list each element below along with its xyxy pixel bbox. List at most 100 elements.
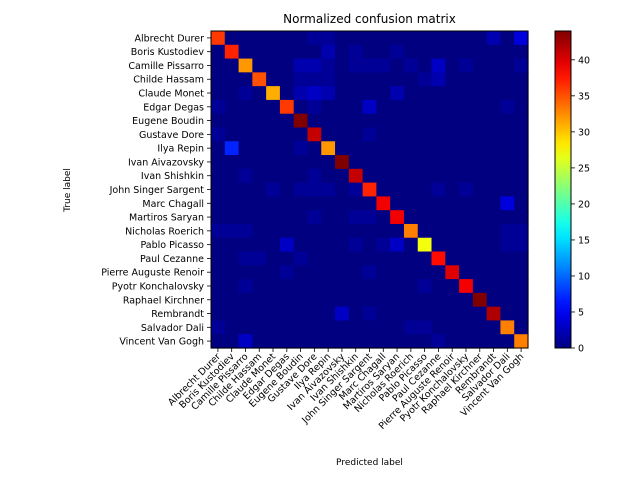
- y-tick-label: Edgar Degas: [143, 102, 204, 113]
- heatmap-cell: [279, 306, 295, 322]
- heatmap-cell: [403, 113, 419, 129]
- colorbar-tick-label: 35: [578, 91, 590, 102]
- heatmap-cell: [459, 31, 474, 46]
- heatmap-cell: [335, 306, 350, 322]
- y-tick-label: Albrecht Durer: [135, 33, 205, 44]
- heatmap-cell: [417, 196, 433, 211]
- heatmap-cell: [500, 334, 515, 349]
- heatmap-cell: [431, 334, 446, 349]
- heatmap-cell: [279, 265, 295, 280]
- heatmap-cell: [211, 279, 226, 294]
- heatmap-cell: [266, 265, 281, 280]
- heatmap-cell: [459, 141, 474, 156]
- heatmap-cell: [472, 334, 488, 349]
- heatmap-cell: [307, 196, 322, 211]
- heatmap-cell: [472, 306, 488, 322]
- heatmap-cell: [486, 210, 502, 225]
- heatmap-cell: [417, 223, 433, 239]
- heatmap-cell: [238, 292, 253, 308]
- heatmap-cell: [335, 58, 350, 73]
- heatmap-cell: [279, 196, 295, 211]
- heatmap-cell: [514, 99, 529, 115]
- heatmap-cell: [445, 141, 460, 156]
- heatmap-cell: [390, 196, 405, 211]
- heatmap-cell: [335, 210, 350, 225]
- heatmap-cell: [238, 141, 253, 156]
- heatmap-cell: [514, 127, 529, 142]
- heatmap-cell: [321, 141, 336, 156]
- heatmap-cell: [211, 265, 226, 280]
- heatmap-cell: [279, 334, 295, 349]
- heatmap-cell: [390, 99, 405, 115]
- heatmap-cell: [500, 306, 515, 322]
- heatmap-cell: [266, 292, 281, 308]
- heatmap-cell: [293, 155, 309, 170]
- heatmap-cell: [459, 86, 474, 101]
- heatmap-cell: [500, 237, 515, 253]
- heatmap-cell: [279, 251, 295, 266]
- heatmap-cell: [362, 182, 377, 197]
- heatmap-cell: [376, 196, 391, 211]
- y-tick-label: Raphael Kirchner: [123, 295, 204, 306]
- y-tick-label: Paul Cezanne: [140, 254, 204, 265]
- heatmap-cell: [417, 279, 433, 294]
- heatmap-cell: [514, 237, 529, 253]
- heatmap-cell: [514, 265, 529, 280]
- heatmap-cell: [390, 237, 405, 253]
- heatmap-cell: [459, 99, 474, 115]
- heatmap-cell: [445, 168, 460, 184]
- heatmap-cell: [252, 141, 267, 156]
- heatmap-cell: [279, 113, 295, 129]
- heatmap-cell: [266, 168, 281, 184]
- heatmap-cell: [307, 44, 322, 60]
- y-tick-label: Eugene Boudin: [132, 116, 204, 127]
- y-tick-label: Camille Pissarro: [128, 61, 204, 72]
- heatmap-cell: [431, 155, 446, 170]
- heatmap-cell: [348, 320, 364, 335]
- heatmap-cell: [445, 334, 460, 349]
- heatmap-cell: [514, 320, 529, 335]
- heatmap-cell: [417, 31, 433, 46]
- heatmap-cell: [376, 265, 391, 280]
- heatmap-cell: [362, 113, 377, 129]
- heatmap-cell: [431, 223, 446, 239]
- heatmap-cell: [486, 223, 502, 239]
- heatmap-cell: [486, 237, 502, 253]
- heatmap-cell: [431, 237, 446, 253]
- heatmap-cell: [335, 168, 350, 184]
- heatmap-cell: [403, 265, 419, 280]
- heatmap-cell: [238, 251, 253, 266]
- heatmap-cell: [279, 72, 295, 87]
- heatmap-cell: [252, 99, 267, 115]
- heatmap-cell: [321, 86, 336, 101]
- heatmap-cell: [335, 99, 350, 115]
- heatmap-cell: [293, 251, 309, 266]
- heatmap-cell: [307, 182, 322, 197]
- heatmap-cell: [279, 279, 295, 294]
- heatmap-cell: [348, 113, 364, 129]
- heatmap-cell: [431, 265, 446, 280]
- heatmap-cell: [500, 86, 515, 101]
- heatmap-cell: [293, 99, 309, 115]
- heatmap-cell: [266, 334, 281, 349]
- heatmap-cell: [238, 196, 253, 211]
- heatmap-cell: [472, 58, 488, 73]
- heatmap-cell: [252, 196, 267, 211]
- heatmap-cell: [211, 127, 226, 142]
- heatmap-cell: [431, 320, 446, 335]
- heatmap-cell: [445, 86, 460, 101]
- heatmap-cell: [459, 306, 474, 322]
- heatmap-cell: [390, 31, 405, 46]
- heatmap-cell: [445, 265, 460, 280]
- heatmap-cell: [431, 168, 446, 184]
- heatmap-cell: [445, 279, 460, 294]
- heatmap-cell: [390, 113, 405, 129]
- y-axis-label: True label: [63, 168, 73, 213]
- heatmap-cell: [348, 237, 364, 253]
- heatmap-cell: [486, 168, 502, 184]
- heatmap-cell: [431, 86, 446, 101]
- heatmap-cell: [472, 237, 488, 253]
- heatmap-cell: [390, 320, 405, 335]
- heatmap-cell: [266, 99, 281, 115]
- heatmap-cell: [472, 113, 488, 129]
